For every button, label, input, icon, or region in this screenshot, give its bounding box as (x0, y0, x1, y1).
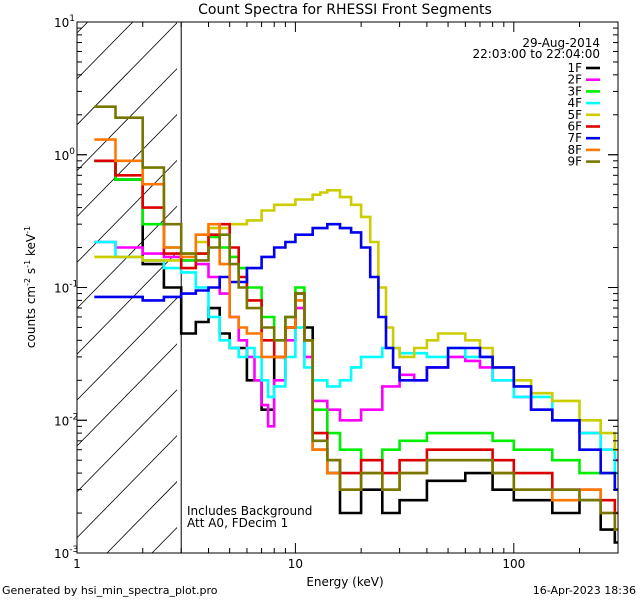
axis-ticks (76, 21, 619, 554)
series-line-1F (94, 159, 618, 544)
x-tick-label: 1 (73, 557, 81, 571)
annotation-background: Includes Background (187, 504, 312, 518)
legend-label-9F: 9F (567, 155, 582, 169)
y-tick-label: 101 (54, 14, 75, 30)
legend-label-2F: 2F (567, 73, 582, 87)
legend-label-3F: 3F (567, 84, 582, 98)
series-line-7F (94, 222, 618, 491)
hatch-line (77, 68, 177, 172)
hatch-line (77, 22, 177, 126)
y-tick-label: 100 (54, 147, 75, 163)
footer-timestamp: 16-Apr-2023 18:36 (532, 584, 636, 597)
legend-label-1F: 1F (567, 61, 582, 75)
x-tick-label: 10 (288, 557, 303, 571)
excluded-region-hatch (0, 0, 177, 553)
hatch-line (0, 0, 82, 553)
hatch-line (77, 389, 177, 493)
hatch-line (77, 251, 177, 355)
hatch-line (77, 205, 177, 309)
x-tick-labels: 1 10 100 (73, 557, 525, 571)
y-axis-label: counts cm-2 s-1 keV-1 (23, 226, 38, 348)
series-line-4F (94, 240, 618, 475)
y-tick-label: 10-2 (54, 412, 78, 428)
series-line-2F (94, 240, 618, 462)
y-tick-label: 10-1 (54, 280, 78, 296)
series-group (94, 105, 618, 544)
annotation-attenuator: Att A0, FDecim 1 (187, 516, 288, 530)
x-axis-label: Energy (keV) (306, 575, 383, 589)
chart-title: Count Spectra for RHESSI Front Segments (198, 2, 492, 18)
legend-date: 29-Aug-2014 (522, 36, 600, 50)
legend-label-6F: 6F (567, 120, 582, 134)
y-tick-label: 10-3 (54, 545, 78, 561)
legend-label-7F: 7F (567, 131, 582, 145)
hatch-line (77, 343, 177, 447)
hatch-line (77, 435, 177, 539)
legend-label-4F: 4F (567, 96, 582, 110)
legend-label-8F: 8F (567, 143, 582, 157)
y-tick-labels: 101 100 10-1 10-2 10-3 (54, 14, 78, 561)
footer-generator: Generated by hsi_min_spectra_plot.pro (2, 584, 218, 597)
series-line-6F (94, 159, 618, 515)
x-tick-label: 100 (502, 557, 525, 571)
hatch-line (77, 159, 177, 263)
legend-label-5F: 5F (567, 108, 582, 122)
series-line-8F (94, 138, 618, 531)
legend-time-range: 22:03:00 to 22:04:00 (473, 47, 600, 61)
hatch-line (77, 22, 134, 80)
series-line-9F (94, 105, 618, 531)
